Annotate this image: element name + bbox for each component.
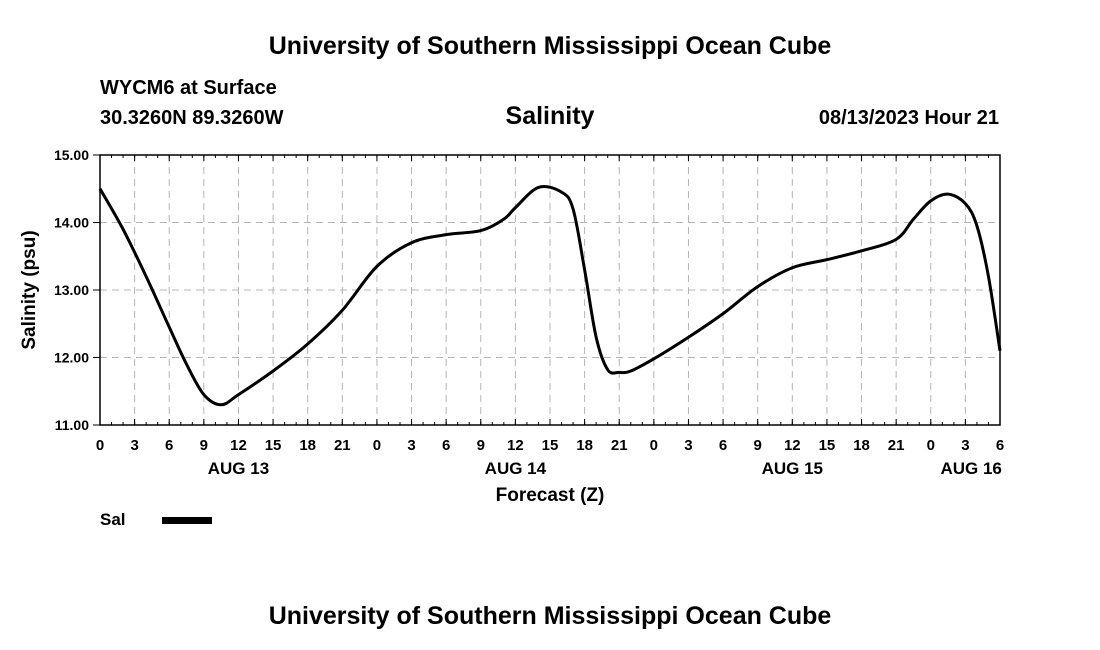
footer-title: University of Southern Mississippi Ocean… bbox=[269, 602, 832, 630]
x-tick-label: 18 bbox=[299, 437, 316, 454]
x-tick-label: 0 bbox=[927, 437, 935, 454]
x-tick-label: 6 bbox=[165, 437, 173, 454]
x-tick-label: 3 bbox=[684, 437, 692, 454]
y-tick-label: 12.00 bbox=[54, 350, 89, 366]
x-tick-label: 0 bbox=[373, 437, 381, 454]
x-tick-label: 3 bbox=[130, 437, 138, 454]
x-tick-label: 9 bbox=[200, 437, 208, 454]
x-tick-label: 0 bbox=[96, 437, 104, 454]
x-tick-label: 12 bbox=[230, 437, 247, 454]
series-layer bbox=[98, 185, 1002, 407]
x-tick-label: 18 bbox=[853, 437, 870, 454]
x-tick-label: 21 bbox=[334, 437, 351, 454]
x-tick-label: 12 bbox=[784, 437, 801, 454]
x-tick-label: 0 bbox=[650, 437, 658, 454]
datetime-label: 08/13/2023 Hour 21 bbox=[819, 107, 999, 129]
series-line-sal bbox=[98, 185, 1002, 407]
x-tick-label: 21 bbox=[611, 437, 628, 454]
grid bbox=[100, 155, 1000, 425]
y-tick-label: 15.00 bbox=[54, 147, 89, 163]
x-tick-label: 6 bbox=[442, 437, 450, 454]
date-label: AUG 14 bbox=[485, 459, 547, 478]
coordinates-label: 30.3260N 89.3260W bbox=[100, 107, 284, 129]
y-axis-label: Salinity (psu) bbox=[19, 230, 40, 349]
x-tick-label: 3 bbox=[961, 437, 969, 454]
x-tick-label: 15 bbox=[819, 437, 836, 454]
x-axis-label: Forecast (Z) bbox=[496, 485, 605, 506]
x-tick-label: 18 bbox=[576, 437, 593, 454]
x-tick-label: 21 bbox=[888, 437, 905, 454]
x-tick-label: 12 bbox=[507, 437, 524, 454]
legend-swatch bbox=[162, 517, 212, 524]
x-tick-label: 6 bbox=[719, 437, 727, 454]
date-label: AUG 16 bbox=[940, 459, 1001, 478]
page-title: University of Southern Mississippi Ocean… bbox=[269, 32, 832, 60]
x-tick-label: 15 bbox=[542, 437, 559, 454]
station-label: WYCM6 at Surface bbox=[100, 77, 277, 99]
x-tick-label: 6 bbox=[996, 437, 1004, 454]
x-tick-label: 3 bbox=[407, 437, 415, 454]
y-tick-label: 11.00 bbox=[55, 417, 89, 433]
date-label: AUG 13 bbox=[208, 459, 269, 478]
date-label: AUG 15 bbox=[762, 459, 823, 478]
y-tick-label: 14.00 bbox=[54, 215, 89, 231]
axis-tick-labels: 0 3 6 9 12 15 18 21 0 3 6 9 12 15 18 21 0 3 6 9 12 15 18 21 0 3 6 A… bbox=[54, 147, 1004, 478]
y-tick-label: 13.00 bbox=[54, 282, 89, 298]
plot-frame bbox=[99, 154, 1001, 426]
x-tick-label: 9 bbox=[477, 437, 485, 454]
chart-title: Salinity bbox=[506, 102, 595, 130]
legend-label: Sal bbox=[100, 510, 126, 529]
x-tick-label: 15 bbox=[265, 437, 282, 454]
x-tick-label: 9 bbox=[754, 437, 762, 454]
